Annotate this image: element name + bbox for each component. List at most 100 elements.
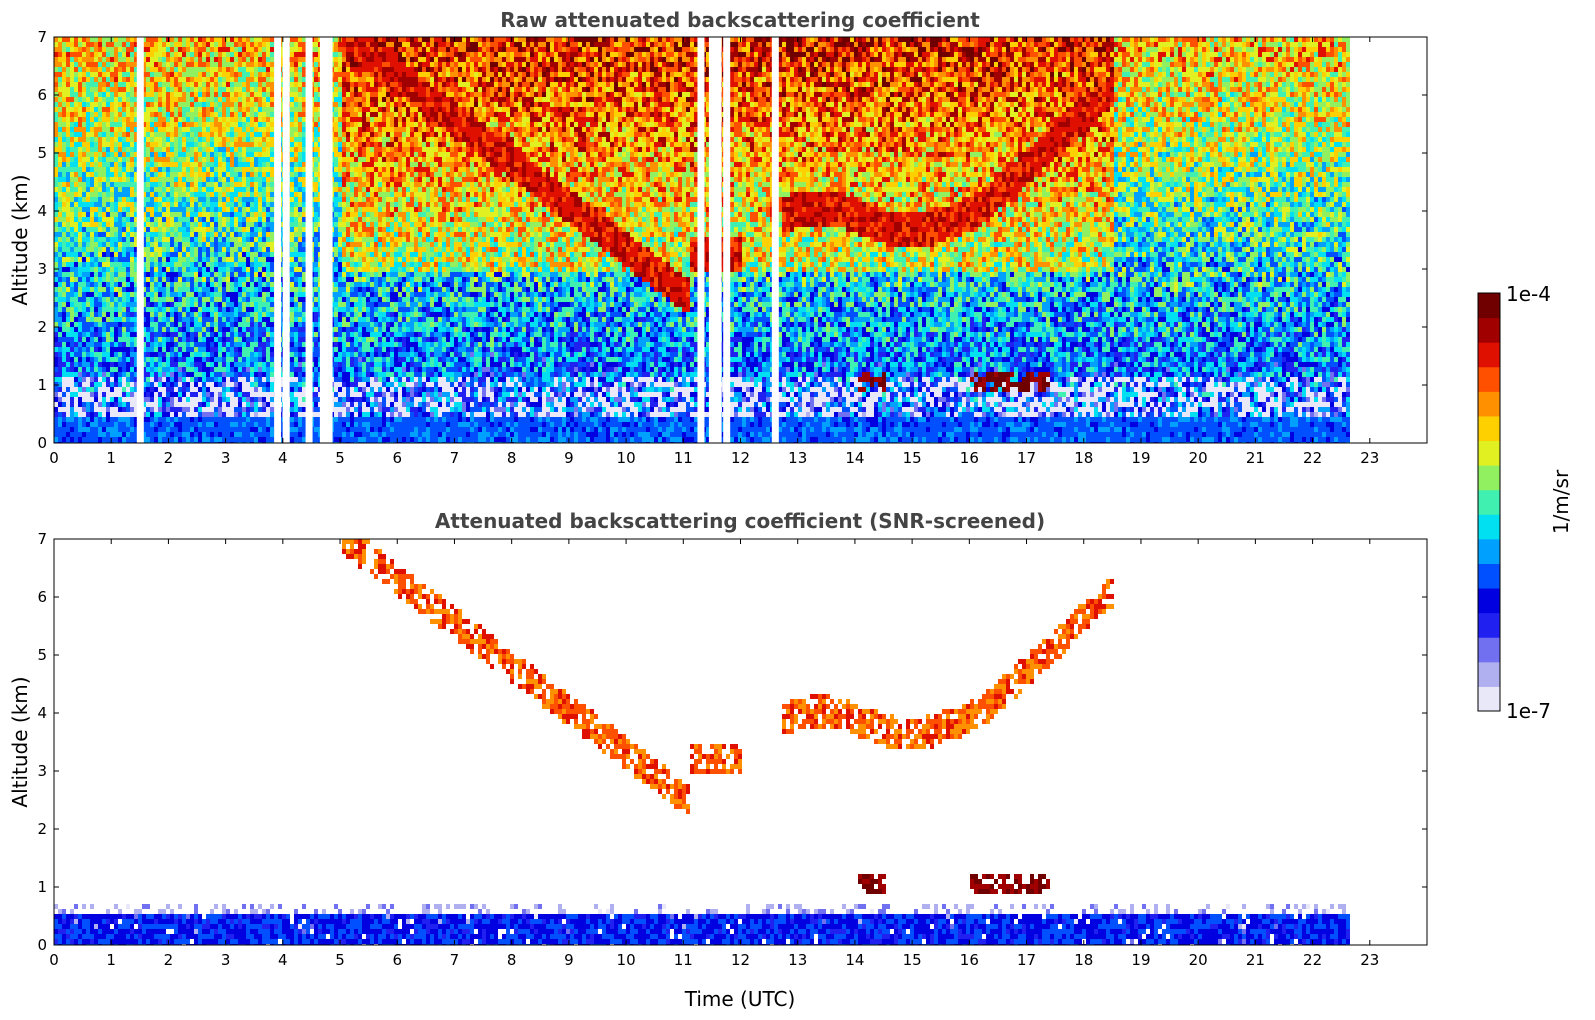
chart-title: Attenuated backscattering coefficient (S… [435,509,1045,533]
y-axis-label: Altitude (km) [8,676,32,807]
colorbar-band [1478,293,1500,319]
x-tick-label: 0 [49,449,59,467]
x-tick-label: 13 [788,449,807,467]
x-tick-label: 0 [49,951,59,969]
colorbar-band [1478,588,1500,614]
x-tick-label: 8 [507,951,517,969]
colorbar-band [1478,661,1500,687]
y-tick-label: 2 [37,820,47,838]
colorbar-band [1478,563,1500,589]
x-tick-label: 15 [903,449,922,467]
colorbar: 1e-4 1e-7 1/m/sr [1477,282,1573,723]
x-tick-label: 23 [1360,449,1379,467]
x-tick-label: 7 [450,951,460,969]
y-tick-label: 0 [37,434,47,452]
colorbar-band [1478,514,1500,540]
x-tick-label: 19 [1131,449,1150,467]
x-tick-label: 16 [960,951,979,969]
x-tick-label: 3 [221,951,231,969]
x-axis-ticks: 0 1 2 3 4 5 6 7 8 9 10 11 12 13 14 15 16 17 18 19 20 21 22 23 [49,37,1379,467]
colorbar-band [1478,391,1500,417]
colorbar-band [1478,440,1500,466]
x-tick-label: 12 [731,951,750,969]
colorbar-frame [1477,292,1501,712]
colorbar-band [1478,465,1500,491]
x-tick-label: 22 [1303,449,1322,467]
x-tick-label: 1 [106,951,116,969]
panel-raw: Raw attenuated backscattering coefficien… [8,8,1428,467]
x-tick-label: 18 [1074,951,1093,969]
x-tick-label: 16 [960,449,979,467]
y-tick-label: 4 [37,202,47,220]
x-tick-label: 11 [674,449,693,467]
x-tick-label: 6 [392,449,402,467]
x-tick-label: 5 [335,449,345,467]
y-tick-label: 5 [37,646,47,664]
x-tick-label: 21 [1246,951,1265,969]
plot-frame [53,538,1428,946]
x-tick-label: 17 [1017,951,1036,969]
colorbar-min-label: 1e-7 [1506,699,1551,723]
colorbar-band [1478,489,1500,515]
panel-screened: Attenuated backscattering coefficient (S… [8,509,1428,1011]
x-tick-label: 19 [1131,951,1150,969]
heatmap-field [54,539,1350,945]
x-tick-label: 13 [788,951,807,969]
x-tick-label: 7 [450,449,460,467]
heatmap-field [54,37,1350,443]
colorbar-band [1478,415,1500,442]
x-tick-label: 21 [1246,449,1265,467]
y-tick-label: 7 [37,530,47,548]
colorbar-bands [1478,293,1500,712]
chart-title: Raw attenuated backscattering coefficien… [500,8,980,32]
y-tick-label: 3 [37,762,47,780]
x-tick-label: 23 [1360,951,1379,969]
colorbar-band [1478,612,1500,638]
x-tick-label: 5 [335,951,345,969]
colorbar-band [1478,317,1500,343]
y-tick-label: 2 [37,318,47,336]
x-tick-label: 10 [617,951,636,969]
x-tick-label: 10 [617,449,636,467]
x-axis-label: Time (UTC) [684,987,796,1011]
x-tick-label: 12 [731,449,750,467]
x-tick-label: 11 [674,951,693,969]
x-tick-label: 8 [507,449,517,467]
y-axis-label: Altitude (km) [8,174,32,305]
x-tick-label: 2 [164,951,174,969]
x-tick-label: 22 [1303,951,1322,969]
y-tick-label: 6 [37,588,47,606]
x-tick-label: 4 [278,951,288,969]
x-tick-label: 17 [1017,449,1036,467]
y-tick-label: 3 [37,260,47,278]
y-axis-ticks: 0 1 2 3 4 5 6 7 [37,28,1427,452]
x-tick-label: 9 [564,449,574,467]
x-tick-label: 2 [164,449,174,467]
y-tick-label: 0 [37,936,47,954]
colorbar-band [1478,342,1500,368]
y-tick-label: 7 [37,28,47,46]
y-tick-label: 6 [37,86,47,104]
y-axis-ticks: 0 1 2 3 4 5 6 7 [37,530,1427,954]
colorbar-label: 1/m/sr [1549,469,1573,534]
x-tick-label: 6 [392,951,402,969]
y-tick-label: 4 [37,704,47,722]
colorbar-band [1478,686,1500,712]
colorbar-band [1478,637,1500,663]
y-tick-label: 1 [37,878,47,896]
colorbar-band [1478,366,1500,392]
colorbar-band [1478,538,1500,564]
x-axis-ticks: 0 1 2 3 4 5 6 7 8 9 10 11 12 13 14 15 16 17 18 19 20 21 22 23 [49,539,1379,969]
x-tick-label: 14 [845,951,864,969]
x-tick-label: 3 [221,449,231,467]
x-tick-label: 15 [903,951,922,969]
x-tick-label: 14 [845,449,864,467]
colorbar-max-label: 1e-4 [1506,282,1551,306]
y-tick-label: 1 [37,376,47,394]
x-tick-label: 4 [278,449,288,467]
x-tick-label: 9 [564,951,574,969]
x-tick-label: 20 [1189,951,1208,969]
x-tick-label: 1 [106,449,116,467]
x-tick-label: 20 [1189,449,1208,467]
